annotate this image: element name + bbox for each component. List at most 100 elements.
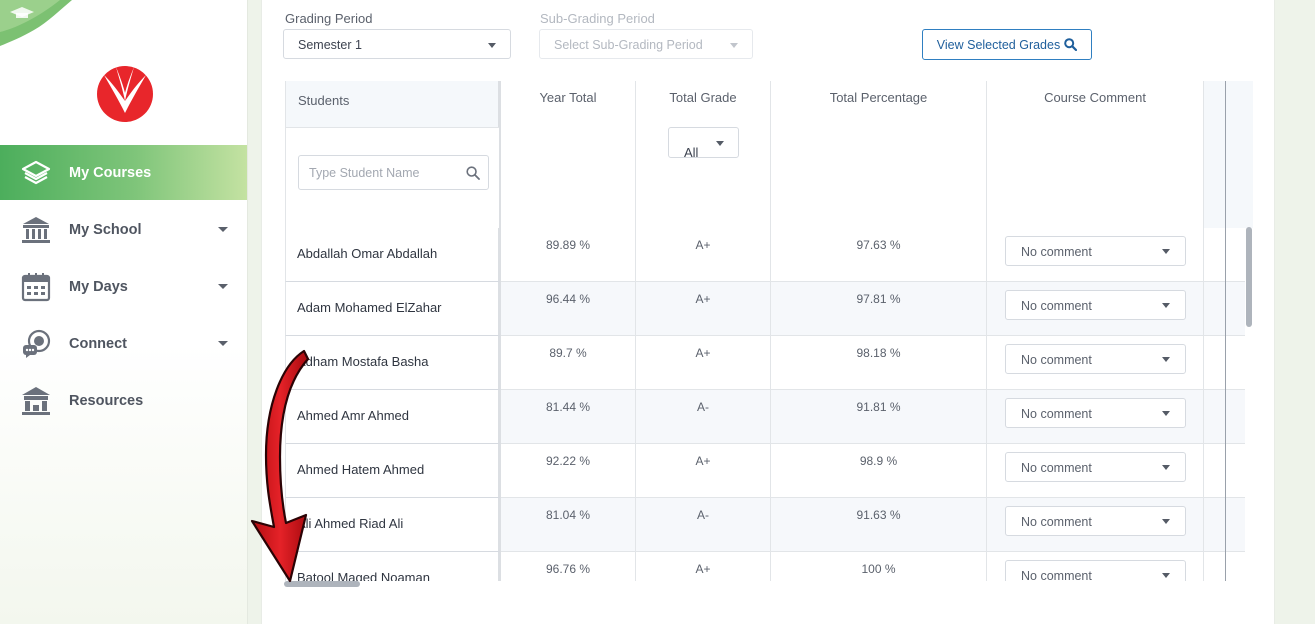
student-name: Ahmed Hatem Ahmed: [285, 444, 501, 498]
total-grade-column-header: Total Grade All: [636, 81, 771, 228]
year-total-cell: 81.44 %: [501, 390, 636, 444]
chevron-down-icon: [1162, 411, 1170, 416]
sidebar-item-label: My Courses: [69, 164, 152, 181]
sidebar-item-label: My Days: [69, 278, 128, 295]
vertical-scrollbar[interactable]: [1246, 227, 1252, 327]
sub-grading-period-placeholder: Select Sub-Grading Period: [554, 38, 703, 52]
sidebar-item-my-school[interactable]: My School: [0, 202, 248, 257]
course-comment-column-header: Course Comment: [987, 81, 1204, 228]
grading-period-value: Semester 1: [298, 38, 362, 52]
comment-cell: No comment: [987, 498, 1204, 552]
table-row: Ahmed Amr Ahmed 81.44 % A- 91.81 % No co…: [285, 390, 1245, 444]
sidebar-item-label: Connect: [69, 335, 127, 352]
sidebar-item-resources[interactable]: Resources: [0, 373, 248, 428]
student-name: Adham Mostafa Basha: [285, 336, 501, 390]
grade-filter-value: All: [684, 145, 699, 160]
table-row: Batool Maged Noaman 96.76 % A+ 100 % No …: [285, 552, 1245, 581]
comment-cell: No comment: [987, 552, 1204, 581]
grade-cell: A+: [636, 552, 771, 581]
student-name: Ali Ahmed Riad Ali: [285, 498, 501, 552]
table-row: Abdallah Omar Abdallah 89.89 % A+ 97.63 …: [285, 228, 1245, 282]
grade-filter-select[interactable]: All: [668, 127, 739, 160]
school-building-icon: [20, 214, 52, 246]
comment-value: No comment: [1021, 461, 1092, 475]
course-comment-select[interactable]: No comment: [1005, 236, 1186, 266]
view-selected-grades-label: View Selected Grades: [936, 37, 1061, 52]
course-comment-select[interactable]: No comment: [1005, 452, 1186, 482]
library-building-icon: [20, 385, 52, 417]
chevron-down-icon: [1162, 357, 1170, 362]
comment-cell: No comment: [987, 336, 1204, 390]
chevron-down-icon: [1162, 249, 1170, 254]
percentage-cell: 100 %: [771, 552, 987, 581]
horizontal-scrollbar[interactable]: [284, 581, 360, 587]
student-name: Adam Mohamed ElZahar: [285, 282, 501, 336]
course-comment-select[interactable]: No comment: [1005, 506, 1186, 536]
student-name: Ahmed Amr Ahmed: [285, 390, 501, 444]
grading-period-select[interactable]: Semester 1: [283, 29, 511, 59]
search-icon: [1064, 38, 1078, 51]
comment-cell: No comment: [987, 228, 1204, 282]
grade-cell: A+: [636, 228, 771, 282]
chat-bubbles-icon: [20, 328, 52, 360]
chevron-down-icon[interactable]: [218, 227, 228, 232]
brand-logo: [97, 66, 153, 122]
students-column-header: Students: [285, 81, 501, 228]
comment-value: No comment: [1021, 353, 1092, 367]
year-total-cell: 89.89 %: [501, 228, 636, 282]
chevron-down-icon: [1162, 573, 1170, 578]
main-navigation: My Courses My School: [0, 145, 248, 430]
search-icon[interactable]: [466, 166, 480, 180]
table-row: Ali Ahmed Riad Ali 81.04 % A- 91.63 % No…: [285, 498, 1245, 552]
chevron-down-icon[interactable]: [218, 284, 228, 289]
chevron-down-icon: [488, 43, 496, 48]
chevron-down-icon: [1162, 465, 1170, 470]
course-comment-select[interactable]: No comment: [1005, 560, 1186, 581]
sidebar-item-label: My School: [69, 221, 142, 238]
sidebar-item-my-days[interactable]: My Days: [0, 259, 248, 314]
sidebar-item-connect[interactable]: Connect: [0, 316, 248, 371]
comment-cell: No comment: [987, 282, 1204, 336]
grade-cell: A+: [636, 336, 771, 390]
course-comment-select[interactable]: No comment: [1005, 344, 1186, 374]
percentage-cell: 98.18 %: [771, 336, 987, 390]
sidebar: My Courses My School: [0, 0, 248, 624]
grade-cell: A-: [636, 498, 771, 552]
sub-grading-period-select[interactable]: Select Sub-Grading Period: [539, 29, 753, 59]
student-name: Batool Maged Noaman: [285, 552, 501, 581]
column-divider: [1225, 81, 1226, 581]
percentage-cell: 91.81 %: [771, 390, 987, 444]
chevron-down-icon: [1162, 303, 1170, 308]
chevron-down-icon: [1162, 519, 1170, 524]
sidebar-item-my-courses[interactable]: My Courses: [0, 145, 247, 200]
grading-period-label: Grading Period: [285, 11, 373, 26]
student-search-input[interactable]: [298, 155, 489, 190]
comment-value: No comment: [1021, 515, 1092, 529]
table-row: Ahmed Hatem Ahmed 92.22 % A+ 98.9 % No c…: [285, 444, 1245, 498]
table-row: Adam Mohamed ElZahar 96.44 % A+ 97.81 % …: [285, 282, 1245, 336]
course-comment-select[interactable]: No comment: [1005, 290, 1186, 320]
chevron-down-icon: [730, 43, 738, 48]
year-total-cell: 81.04 %: [501, 498, 636, 552]
grade-cell: A+: [636, 282, 771, 336]
year-total-cell: 89.7 %: [501, 336, 636, 390]
column-label: Year Total: [539, 90, 597, 105]
view-selected-grades-button[interactable]: View Selected Grades: [922, 29, 1092, 60]
chevron-down-icon: [716, 141, 724, 146]
calendar-icon: [20, 271, 52, 303]
column-label: Total Grade: [669, 90, 737, 105]
comment-value: No comment: [1021, 299, 1092, 313]
year-total-column-header: Year Total: [501, 81, 636, 228]
comment-value: No comment: [1021, 569, 1092, 581]
year-total-cell: 96.44 %: [501, 282, 636, 336]
grades-table: Students Year Total Total Grade All Tota…: [285, 81, 1253, 581]
student-search-area: [286, 127, 499, 228]
percentage-cell: 98.9 %: [771, 444, 987, 498]
sub-grading-period-label: Sub-Grading Period: [540, 11, 655, 26]
course-comment-select[interactable]: No comment: [1005, 398, 1186, 428]
year-total-cell: 96.76 %: [501, 552, 636, 581]
column-label: Total Percentage: [829, 90, 928, 105]
comment-value: No comment: [1021, 245, 1092, 259]
chevron-down-icon[interactable]: [218, 341, 228, 346]
percentage-cell: 97.63 %: [771, 228, 987, 282]
